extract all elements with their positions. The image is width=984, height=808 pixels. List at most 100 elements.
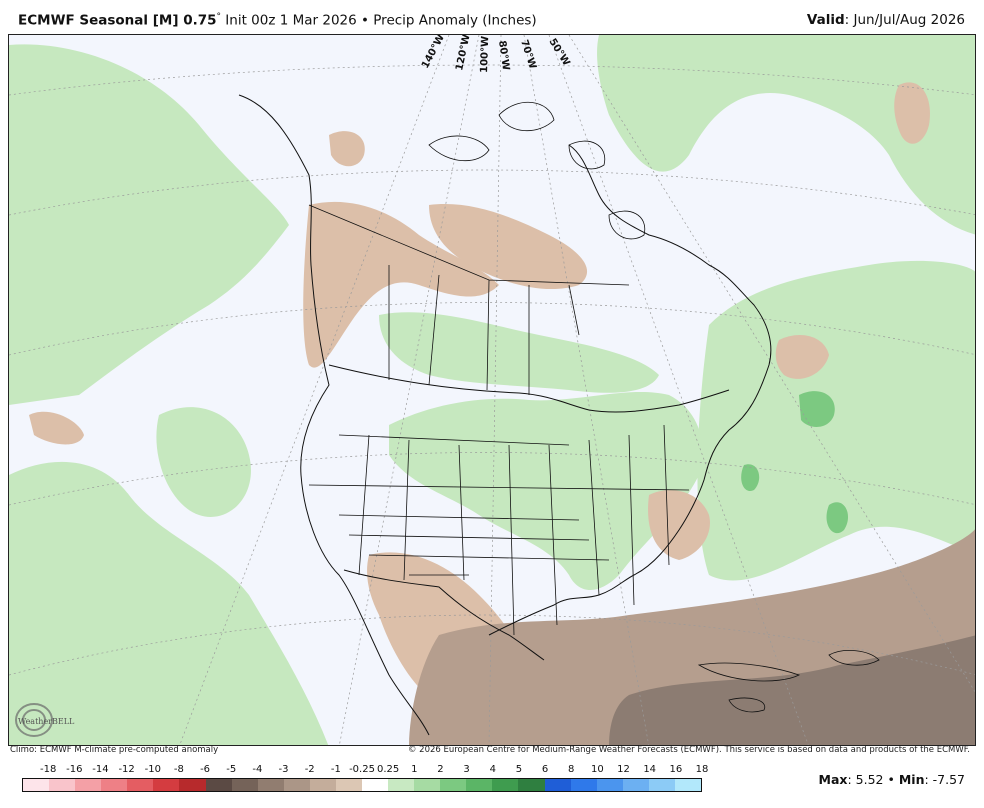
pacific-wet-area [9, 44, 289, 405]
colorbar-segment [674, 779, 702, 791]
colorbar-segment [127, 779, 154, 791]
canada-wet-area [379, 312, 659, 393]
colorbar-tick-label: 16 [669, 764, 683, 775]
canada-province-lines [308, 204, 630, 395]
colorbar-segment [544, 779, 571, 791]
coastlines-and-borders [238, 94, 880, 736]
colorbar-tick-label: 10 [591, 764, 604, 775]
colorbar-segment [466, 779, 493, 791]
us-canada-border [328, 364, 730, 413]
max-label: Max [818, 772, 848, 787]
map-canvas: 140°W 120°W 100°W 80°W 70°W 50°W [9, 35, 975, 745]
colorbar-tick-label: -6 [200, 764, 211, 775]
colorbar-tick-label: -18 [39, 764, 57, 775]
pacific-south-wet-area [9, 461, 329, 745]
pacific-dry-spot [29, 411, 84, 445]
colorbar-segment [101, 779, 128, 791]
colorbar-tick-label: 6 [541, 764, 549, 775]
logo-graphic: WeatherBELL [15, 703, 75, 737]
colorbar-tick-label: -2 [304, 764, 315, 775]
colorbar-segment [648, 779, 675, 791]
colorbar-segment [179, 779, 206, 791]
caribbean-islands [697, 650, 880, 713]
colorbar-tick-label: 2 [437, 764, 444, 775]
colorbar-segment [388, 779, 415, 791]
colorbar-tick-label: -0.25 [349, 764, 375, 775]
climo-note: Climo: ECMWF M-climate pre-computed anom… [10, 745, 219, 755]
canada-central-dry-area [429, 204, 588, 290]
min-label: Min [898, 772, 925, 787]
title-separator: • [356, 12, 374, 29]
colorbar-segment [205, 779, 232, 791]
colorbar [22, 778, 702, 792]
colorbar-tick-label: -14 [92, 764, 109, 775]
colorbar-segment [622, 779, 649, 791]
header: ECMWF Seasonal [M] 0.75° Init 00z 1 Mar … [0, 0, 984, 34]
atlantic-wet-core [741, 391, 849, 534]
colorbar-tick-label: -1 [330, 764, 341, 775]
map-title: ECMWF Seasonal [M] 0.75° Init 00z 1 Mar … [18, 12, 537, 29]
colorbar-tick-label: -8 [173, 764, 184, 775]
state-lines [308, 424, 690, 636]
max-value: : 5.52 [847, 772, 884, 787]
weatherbell-logo: WeatherBELL [12, 698, 102, 742]
lon-label-80w: 80°W [496, 40, 511, 71]
degree-symbol: ° [216, 12, 222, 22]
colorbar-tick-label: -3 [278, 764, 289, 775]
colorbar-segment [492, 779, 519, 791]
colorbar-segment [309, 779, 336, 791]
valid-period: Valid: Jun/Jul/Aug 2026 [807, 12, 965, 28]
alaska-dry-area [329, 131, 365, 167]
model-name: ECMWF Seasonal [M] 0.75 [18, 12, 217, 29]
colorbar-tick-label: 1 [411, 764, 418, 775]
colorbar-segment [518, 779, 545, 791]
valid-label: Valid [806, 12, 845, 28]
colorbar-tick-label: 3 [463, 764, 470, 775]
colorbar-tick-label: 0.25 [377, 764, 400, 775]
colorbar-tick-label: 5 [515, 764, 523, 775]
max-min-stats: Max: 5.52 • Min: -7.57 [819, 772, 965, 787]
colorbar-tick-label: -5 [226, 764, 237, 775]
valid-value: : Jun/Jul/Aug 2026 [844, 12, 965, 28]
southeast-dry-area [648, 490, 710, 560]
arctic-islands [428, 101, 646, 240]
colorbar-segment [23, 779, 50, 791]
colorbar-segment [283, 779, 310, 791]
central-us-wet-area [389, 391, 703, 590]
colorbar-segment [570, 779, 597, 791]
colorbar-segment [153, 779, 180, 791]
colorbar-segment [596, 779, 623, 791]
colorbar-segment [362, 779, 389, 791]
colorbar-tick-label: 14 [643, 764, 657, 775]
colorbar-tick-label: 4 [489, 764, 496, 775]
canada-west-dry-area [303, 201, 499, 368]
lat-lon-grid [9, 35, 975, 745]
copyright-note: © 2026 European Centre for Medium-Range … [407, 745, 970, 755]
colorbar-tick-label: 18 [695, 764, 709, 775]
colorbar-tick-label: -4 [252, 764, 263, 775]
colorbar-tick-label: -12 [118, 764, 135, 775]
colorbar-tick-label: -16 [66, 764, 83, 775]
atlantic-wet-area [697, 260, 975, 581]
pacific-central-wet-area [156, 407, 251, 517]
east-coast-dry-spot [775, 335, 829, 379]
init-time: Init 00z 1 Mar 2026 [221, 12, 357, 29]
colorbar-segment [257, 779, 284, 791]
colorbar-tick-label: 8 [568, 764, 575, 775]
colorbar-segment [231, 779, 258, 791]
colorbar-tick-label: 12 [617, 764, 630, 775]
colorbar-tick-label: -10 [144, 764, 161, 775]
us-mexico-border [343, 569, 545, 661]
colorbar-ticks: -18 -16 -14 -12 -10 -8 -6 -5 -4 -3 -2 -1 -0.25 0.25 1 2… [22, 764, 708, 778]
anomaly-map[interactable]: 140°W 120°W 100°W 80°W 70°W 50°W [8, 34, 976, 746]
colorbar-segment [440, 779, 467, 791]
lon-label-100w: 100°W [479, 36, 491, 73]
product-name: Precip Anomaly (Inches) [373, 12, 537, 29]
colorbar-segment [75, 779, 102, 791]
logo-text: WeatherBELL [18, 717, 75, 726]
min-value: : -7.57 [924, 772, 965, 787]
caribbean-dark-dry-area [609, 635, 975, 745]
arctic-wet-area [597, 35, 975, 235]
stats-separator: • [883, 772, 899, 787]
greenland-dry-area [894, 82, 930, 144]
